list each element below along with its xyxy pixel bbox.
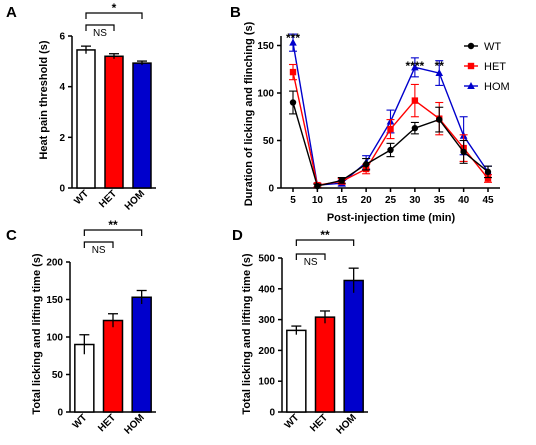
panel-d-significance-label: NS: [304, 257, 318, 268]
panel-a-category-label-wt: WT: [72, 188, 91, 207]
panel-b-series-wt-point: [314, 182, 321, 190]
panel-c-significance-bracket: [83, 229, 143, 236]
panel-b-series-wt-point: [362, 161, 370, 168]
panel-a-bar-het: [104, 55, 124, 189]
panel-b-x-tick-label: 30: [409, 195, 421, 206]
panel-a-y-tick-label: 4: [59, 82, 65, 93]
panel-b-series-wt-point: [484, 168, 492, 176]
panel-d-category-label-hom: HOM: [335, 412, 359, 436]
panel-c-category-label-wt: WT: [71, 412, 90, 431]
panel-d-category-label-wt: WT: [283, 412, 302, 431]
panel-b-x-tick-label: 15: [336, 195, 348, 206]
panel-a-letter: A: [6, 4, 17, 21]
panel-b-series-hom-point: [289, 38, 297, 46]
panel-b-y-tick-label: 150: [257, 41, 274, 52]
panel-b-y-tick-label: 0: [268, 184, 274, 195]
panel-b-legend-hom-marker: [467, 82, 475, 89]
panel-c-y-tick-label: 50: [52, 370, 64, 381]
panel-d-y-tick-label: 200: [258, 346, 275, 357]
panel-d-y-tick-label: 300: [258, 315, 275, 326]
panel-b-legend-wt-label: WT: [484, 41, 501, 53]
panel-b-series-wt-point: [289, 99, 297, 106]
panel-c-total-licking-time: C Total licking and lifting time (s) 0 50…: [6, 218, 156, 437]
panel-c-bar-hom: [131, 296, 152, 413]
panel-a-significance-label: *: [112, 1, 117, 15]
panel-b-series-het-point: [387, 125, 394, 133]
panel-a-y-tick-label: 6: [59, 32, 65, 43]
panel-c-significance-label: **: [108, 218, 118, 232]
panel-b-x-tick-label: 20: [361, 195, 373, 206]
panel-d-category-label-het: HET: [308, 412, 330, 434]
panel-b-x-axis-label: Post-injection time (min): [327, 212, 456, 224]
panel-c-significance-label: NS: [92, 245, 106, 256]
panel-c-category-label-hom: HOM: [123, 412, 147, 436]
panel-a-significance-bracket: [85, 12, 143, 19]
panel-d-y-tick-label: 400: [258, 284, 275, 295]
panel-d-y-tick-label: 100: [258, 377, 275, 388]
panel-b-series-het-point: [289, 68, 297, 76]
panel-b-series-hom-point: [411, 63, 419, 71]
panel-b-y-tick-label: 50: [263, 136, 275, 147]
panel-a-y-axis-label: Heat pain threshold (s): [38, 40, 50, 160]
panel-b-series-wt-point: [460, 148, 467, 156]
panel-d-y-tick-label: 500: [258, 254, 275, 265]
panel-d-significance-label: **: [320, 228, 330, 242]
panel-c-bar-het: [102, 319, 124, 413]
panel-b-licking-duration-timecourse: B Duration of licking and flinching (s) …: [230, 4, 510, 224]
panel-d-bar-hom: [343, 279, 364, 413]
panel-b-x-tick-label: 45: [482, 195, 494, 206]
panel-c-y-tick-label: 150: [46, 295, 63, 306]
panel-b-series-het-point: [484, 175, 492, 182]
panel-b-letter: B: [230, 4, 241, 21]
panel-c-y-tick-label: 0: [57, 408, 63, 419]
panel-b-x-tick-label: 40: [458, 195, 470, 206]
panel-a-heat-pain-threshold: A Heat pain threshold (s) 0 2 4 6 WT HET HOM NS…: [6, 1, 156, 213]
panel-b-legend-het-label: HET: [484, 61, 506, 73]
panel-b-significance-label: ****: [406, 59, 425, 73]
panel-a-significance-label: NS: [93, 28, 107, 39]
panel-d-y-tick-label: 0: [269, 408, 275, 419]
panel-a-bar-hom: [132, 62, 152, 189]
panel-b-significance-label: ***: [286, 31, 300, 45]
panel-a-y-tick-label: 0: [59, 184, 65, 195]
panel-b-x-tick-label: 5: [290, 195, 296, 206]
panel-a-significance-bracket: [85, 24, 115, 31]
panel-c-category-label-het: HET: [96, 412, 118, 434]
panel-b-legend-het-marker: [467, 62, 475, 70]
panel-b-x-tick-label: 25: [385, 195, 397, 206]
panel-a-y-tick-label: 2: [59, 133, 65, 144]
panel-d-significance-bracket: [295, 239, 355, 246]
panel-b-x-tick-label: 35: [434, 195, 446, 206]
panel-b-series-wt-point: [338, 177, 345, 184]
panel-c-y-tick-label: 200: [46, 258, 63, 269]
panel-b-significance-label: **: [435, 59, 445, 73]
panel-b-y-axis-label: Duration of licking and flinching (s): [243, 21, 255, 206]
panel-b-y-tick-label: 100: [257, 89, 274, 100]
panel-a-bar-wt: [76, 49, 96, 189]
panel-d-bar-wt: [286, 329, 307, 413]
panel-b-series-het-point: [411, 97, 419, 104]
panel-b-series-wt-point: [436, 116, 443, 123]
panel-d-letter: D: [232, 227, 243, 244]
panel-d-bar-het: [314, 316, 336, 413]
panel-a-category-label-hom: HOM: [123, 188, 147, 212]
panel-d-y-axis-label: Total licking and lifting time (s): [241, 253, 253, 414]
panel-d-total-licking-time: D Total licking and lifting time (s) 0 10…: [232, 227, 368, 437]
panel-c-y-tick-label: 100: [46, 333, 63, 344]
panel-b-x-tick-label: 10: [312, 195, 324, 206]
panel-b-series-hom-point: [435, 69, 444, 77]
panel-b-legend-wt-marker: [467, 42, 475, 50]
panel-c-letter: C: [6, 227, 17, 244]
panel-b-series-wt-point: [411, 124, 419, 132]
panel-b-legend-hom-label: HOM: [484, 81, 510, 93]
panel-c-y-axis-label: Total licking and lifting time (s): [31, 253, 43, 414]
panel-a-category-label-het: HET: [97, 188, 119, 210]
panel-b-series-wt-point: [387, 146, 394, 154]
panel-c-bar-wt: [74, 343, 95, 413]
panel-d-significance-bracket: [295, 253, 326, 260]
panel-c-significance-bracket: [83, 241, 114, 248]
